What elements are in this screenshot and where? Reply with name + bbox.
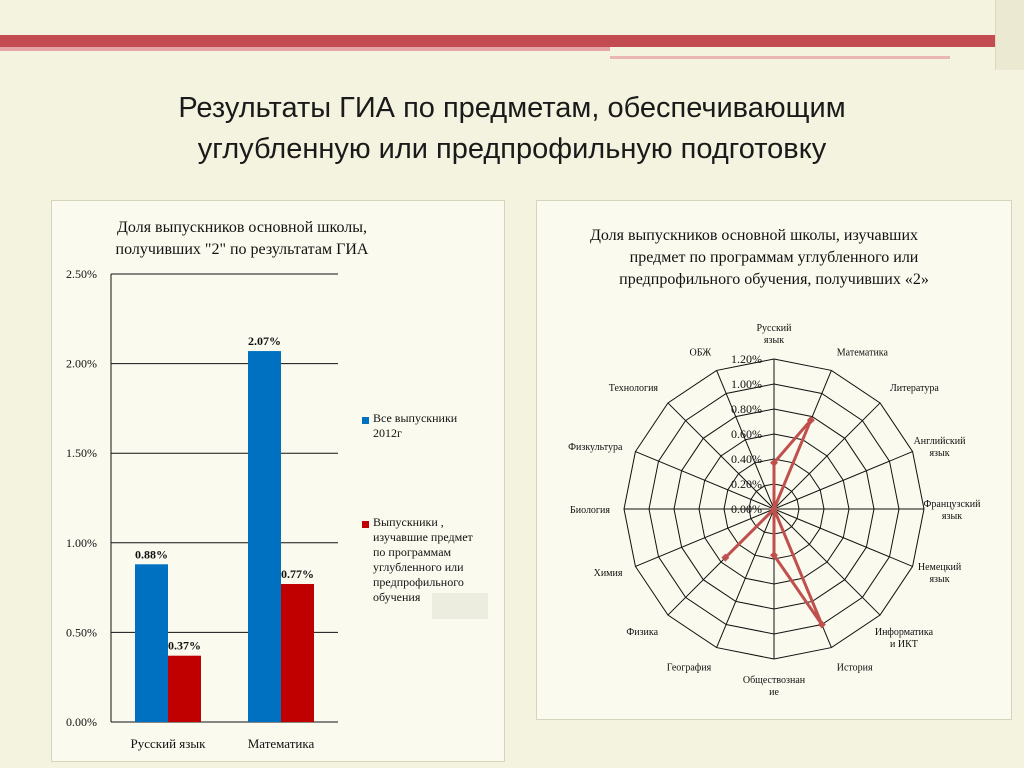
page-title-line-1: Результаты ГИА по предметам, обеспечиваю… <box>178 92 846 124</box>
legend-label-advanced-line-6: обучения <box>373 590 421 604</box>
legend-label-advanced-line-1: Выпускники , <box>373 515 444 529</box>
bar-0-1 <box>168 655 201 722</box>
radar-tick-label: 1.20% <box>731 352 762 366</box>
radar-marker-8 <box>770 551 778 560</box>
radar-axis-label: ОБЖ <box>690 347 712 358</box>
legend-swatch-advanced <box>362 521 369 528</box>
legend-label-advanced-line-5: предпрофильного <box>373 575 464 589</box>
radar-spoke-15 <box>716 370 775 510</box>
y-tick-label: 0.50% <box>66 625 97 639</box>
page-title-line-2: углубленную или предпрофильную подготовк… <box>197 133 827 165</box>
radar-marker-15 <box>770 505 778 513</box>
radar-chart: 0.00% 0.20% 0.40% 0.60% 0.80% 1.00% 1.20% Русск… <box>568 323 982 698</box>
radar-axis-label: Английский язык <box>914 436 967 459</box>
radar-axis-label: Русский язык <box>757 323 793 346</box>
data-label: 0.37% <box>168 639 201 653</box>
radar-axis-label: Литература <box>890 383 939 394</box>
radar-axis-label: Химия <box>594 568 623 579</box>
radar-marker-0 <box>770 458 778 467</box>
header-stripe-light <box>0 47 610 51</box>
legend-label-advanced-line-2: изучавшие предмет <box>373 530 473 544</box>
y-tick-label: 0.00% <box>66 715 97 729</box>
bar-chart: 0.00% 0.50% 1.00% 1.50% 2.00% 2.50% 0.88% 0.37%… <box>66 267 338 751</box>
radar-spoke-3 <box>773 451 913 510</box>
radar-spoke-2 <box>773 402 881 510</box>
radar-axis-label: История <box>837 663 873 674</box>
y-tick-label: 1.50% <box>66 446 97 460</box>
radar-axis-label: Информатика и ИКТ <box>875 627 934 650</box>
legend-entry-all: Все выпускники 2012г <box>373 411 503 441</box>
radar-tick-label: 0.40% <box>731 452 762 466</box>
radar-axis-label: Обществознан ие <box>743 675 806 698</box>
y-tick-label: 2.50% <box>66 267 97 281</box>
radar-tick-label: 1.00% <box>731 377 762 391</box>
radar-chart-title: Доля выпускников основной школы, изучавш… <box>537 225 1011 291</box>
radar-tick-label: 0.20% <box>731 477 762 491</box>
radar-spoke-9 <box>716 508 775 648</box>
legend-swatch-all <box>362 417 369 424</box>
bar-chart-panel: Доля выпускников основной школы, получив… <box>51 200 505 762</box>
legend-label-all-line-2: 2012г <box>373 426 402 440</box>
x-category-label: Математика <box>248 736 315 751</box>
radar-axis-label: Немецкий язык <box>918 562 962 585</box>
radar-marker-10 <box>721 553 730 562</box>
bar-1-0 <box>248 351 281 722</box>
data-label: 0.88% <box>135 547 168 561</box>
radar-chart-title-line-3: предпрофильного обучения, получивших «2» <box>619 271 929 288</box>
page-title: Результаты ГИА по предметам, обеспечиваю… <box>0 88 1024 170</box>
radar-axis-label: Французский язык <box>924 499 982 522</box>
bar-chart-title-line-1: Доля выпускников основной школы, <box>117 219 367 236</box>
x-category-label: Русский язык <box>131 736 207 751</box>
bar-chart-title-line-2: получивших "2" по результатам ГИА <box>115 241 369 258</box>
legend-label-advanced-line-4: углубленного или <box>373 560 464 574</box>
radar-spoke-5 <box>773 508 913 567</box>
header-stripe-thin <box>610 56 950 59</box>
radar-spoke-13 <box>635 451 775 510</box>
radar-axis-label: География <box>667 663 712 674</box>
radar-tick-label: 0.80% <box>731 402 762 416</box>
data-label: 0.77% <box>281 567 314 581</box>
header-corner-panel <box>995 0 1024 70</box>
radar-marker-1 <box>806 416 815 425</box>
radar-marker-7 <box>817 620 826 629</box>
header-stripe-top <box>0 0 1024 34</box>
header-stripe-dark <box>0 35 1024 47</box>
legend-label-all-line-1: Все выпускники <box>373 411 458 425</box>
legend-entry-advanced: Выпускники , изучавшие предмет по програ… <box>373 515 503 605</box>
y-tick-label: 2.00% <box>66 357 97 371</box>
legend-cover-box <box>432 593 488 619</box>
radar-chart-title-line-1: Доля выпускников основной школы, изучавш… <box>589 227 919 244</box>
y-tick-label: 1.00% <box>66 536 97 550</box>
radar-axis-label: Физкультура <box>568 442 623 453</box>
radar-axis-label: Математика <box>837 347 889 358</box>
radar-tick-label: 0.60% <box>731 427 762 441</box>
legend-label-advanced-line-3: по программам <box>373 545 452 559</box>
radar-spoke-11 <box>635 508 775 567</box>
radar-spoke-6 <box>773 508 881 616</box>
data-label: 2.07% <box>248 334 281 348</box>
radar-chart-panel: Доля выпускников основной школы, изучавш… <box>536 200 1012 720</box>
bar-0-0 <box>135 564 168 722</box>
radar-axis-label: Физика <box>626 627 658 638</box>
radar-tick-label: 0.00% <box>731 502 762 516</box>
bar-1-1 <box>281 584 314 722</box>
radar-chart-title-line-2: предмет по программам углубленного или <box>629 249 919 266</box>
radar-axis-label: Технология <box>609 383 659 394</box>
bar-chart-title: Доля выпускников основной школы, получив… <box>52 217 432 261</box>
radar-axis-label: Биология <box>570 505 610 516</box>
radar-spoke-14 <box>667 402 775 510</box>
